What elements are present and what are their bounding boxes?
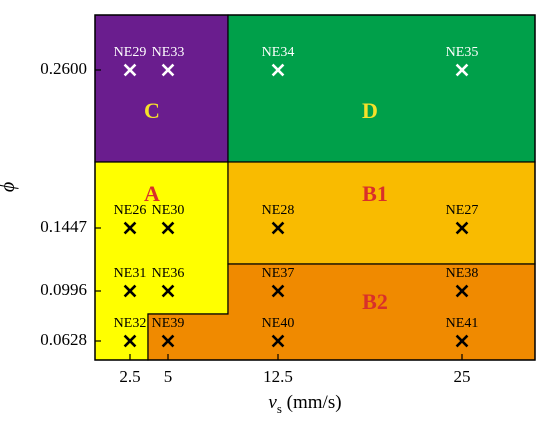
point-label: NE40 bbox=[262, 316, 295, 331]
point-label: NE39 bbox=[152, 316, 185, 331]
point-label: NE37 bbox=[262, 266, 295, 281]
data-point-ne34: NE34 bbox=[262, 45, 295, 77]
cross-marker bbox=[123, 334, 137, 348]
y-axis-label: ϕ bbox=[0, 182, 19, 192]
cross-marker bbox=[271, 284, 285, 298]
x-tick-label: 25 bbox=[454, 367, 471, 386]
point-label: NE30 bbox=[152, 203, 185, 218]
cross-marker bbox=[455, 334, 469, 348]
data-point-ne36: NE36 bbox=[152, 266, 185, 298]
cross-marker bbox=[161, 334, 175, 348]
region-label-b2: B2 bbox=[362, 289, 388, 314]
y-tick-label: 0.0996 bbox=[40, 280, 87, 299]
cross-marker bbox=[455, 63, 469, 77]
cross-marker bbox=[123, 221, 137, 235]
cross-marker bbox=[455, 221, 469, 235]
cross-marker bbox=[161, 221, 175, 235]
x-tick-label: 5 bbox=[164, 367, 173, 386]
y-tick-label: 0.2600 bbox=[40, 59, 87, 78]
point-label: NE26 bbox=[114, 203, 147, 218]
data-point-ne38: NE38 bbox=[446, 266, 479, 298]
point-label: NE32 bbox=[114, 316, 147, 331]
regions-layer bbox=[94, 14, 536, 361]
data-point-ne30: NE30 bbox=[152, 203, 185, 235]
cross-marker bbox=[271, 63, 285, 77]
data-point-ne41: NE41 bbox=[446, 316, 479, 348]
data-point-ne31: NE31 bbox=[114, 266, 147, 298]
point-label: NE33 bbox=[152, 45, 185, 60]
x-tick-label: 12.5 bbox=[263, 367, 293, 386]
point-label: NE35 bbox=[446, 45, 479, 60]
region-d bbox=[227, 14, 536, 163]
region-label-a: A bbox=[144, 181, 160, 206]
point-label: NE36 bbox=[152, 266, 185, 281]
data-point-ne32: NE32 bbox=[114, 316, 147, 348]
cross-marker bbox=[271, 221, 285, 235]
plot-frame bbox=[94, 14, 536, 361]
axes-layer: 2.5 5 12.5 25 0.0628 0.0996 0.1447 0.2600 vs (mm… bbox=[0, 14, 536, 416]
cross-marker bbox=[455, 284, 469, 298]
data-point-ne39: NE39 bbox=[152, 316, 185, 348]
region-c bbox=[94, 14, 229, 163]
data-point-ne35: NE35 bbox=[446, 45, 479, 77]
data-point-ne28: NE28 bbox=[262, 203, 295, 235]
region-label-b1: B1 bbox=[362, 181, 388, 206]
cross-marker bbox=[123, 284, 137, 298]
x-axis-label: vs (mm/s) bbox=[268, 392, 341, 416]
data-point-ne37: NE37 bbox=[262, 266, 295, 298]
point-label: NE38 bbox=[446, 266, 479, 281]
y-tick-label: 0.1447 bbox=[40, 217, 87, 236]
region-b1 bbox=[227, 161, 536, 265]
point-label: NE34 bbox=[262, 45, 295, 60]
cross-marker bbox=[123, 63, 137, 77]
cross-marker bbox=[161, 63, 175, 77]
point-label: NE29 bbox=[114, 45, 147, 60]
point-label: NE31 bbox=[114, 266, 147, 281]
point-label: NE27 bbox=[446, 203, 479, 218]
cross-marker bbox=[271, 334, 285, 348]
data-point-ne33: NE33 bbox=[152, 45, 185, 77]
data-point-ne26: NE26 bbox=[114, 203, 147, 235]
y-tick-label: 0.0628 bbox=[40, 330, 87, 349]
points-layer: NE29 NE33 NE34 NE35 NE26 NE30 NE28 NE27 NE31 NE36… bbox=[114, 45, 479, 348]
data-point-ne29: NE29 bbox=[114, 45, 147, 77]
data-point-ne40: NE40 bbox=[262, 316, 295, 348]
region-label-c: C bbox=[144, 98, 160, 123]
data-point-ne27: NE27 bbox=[446, 203, 479, 235]
point-label: NE41 bbox=[446, 316, 479, 331]
region-label-d: D bbox=[362, 98, 378, 123]
x-tick-label: 2.5 bbox=[119, 367, 140, 386]
cross-marker bbox=[161, 284, 175, 298]
region-labels-layer: C D A B1 B2 bbox=[144, 98, 388, 314]
point-label: NE28 bbox=[262, 203, 295, 218]
